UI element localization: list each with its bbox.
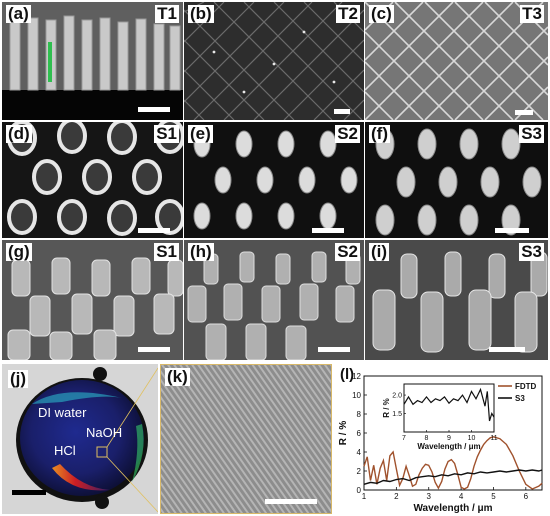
inset-y-axis-label: R / % xyxy=(382,398,391,418)
sem-image-g xyxy=(2,240,183,360)
panel-label: (h) xyxy=(188,242,214,261)
scale-bar xyxy=(334,109,350,114)
inset-x-tick-label: 8 xyxy=(425,435,429,442)
scale-bar xyxy=(138,107,170,112)
sample-tag: S2 xyxy=(335,242,360,261)
legend-label: FDTD xyxy=(515,382,537,391)
x-tick-label: 2 xyxy=(394,492,399,501)
x-tick-label: 5 xyxy=(491,492,496,501)
scale-bar xyxy=(138,228,170,233)
panel-label: (e) xyxy=(188,124,213,143)
sample-tag: T2 xyxy=(336,4,360,23)
sample-tag: T3 xyxy=(520,4,544,23)
scale-bar xyxy=(318,347,350,352)
panel-label: (i) xyxy=(369,242,390,261)
sample-tag: S3 xyxy=(519,242,544,261)
panel-label: (b) xyxy=(188,4,214,23)
sem-image-a xyxy=(2,2,183,120)
y-tick-label: 0 xyxy=(357,486,362,495)
sem-image-d xyxy=(2,122,183,238)
sample-tag: S2 xyxy=(335,124,360,143)
sample-tag: S1 xyxy=(154,242,179,261)
wafer-photo xyxy=(2,364,158,514)
scale-bar xyxy=(12,490,46,495)
panel-b: (b) T2 xyxy=(184,2,364,120)
y-tick-label: 10 xyxy=(352,391,361,400)
hcl-label: HCl xyxy=(54,443,76,458)
y-tick-label: 8 xyxy=(357,410,362,419)
panel-e: (e) S2 xyxy=(184,122,364,238)
sample-tag: S3 xyxy=(519,124,544,143)
panel-label: (d) xyxy=(6,124,32,143)
inset-y-tick-label: 2.0 xyxy=(392,393,402,400)
inset-x-tick-label: 10 xyxy=(468,435,476,442)
inset-x-tick-label: 11 xyxy=(490,435,497,442)
panel-label: (f) xyxy=(369,124,390,143)
x-tick-label: 3 xyxy=(427,492,432,501)
sem-image-i xyxy=(365,240,548,360)
y-axis-label: R / % xyxy=(338,421,349,446)
panel-d: (d) S1 xyxy=(2,122,183,238)
y-tick-label: 2 xyxy=(357,467,362,476)
legend-label: S3 xyxy=(515,394,525,403)
y-tick-label: 12 xyxy=(352,372,361,381)
panel-l: (l) 1 2 3 4 5 6 0 2 4 6 8 10 12 Wavelength / μm R / % F… xyxy=(334,364,548,514)
x-tick-label: 6 xyxy=(524,492,529,501)
naoh-label: NaOH xyxy=(86,425,123,440)
sem-image-e xyxy=(184,122,364,238)
di-water-label: DI water xyxy=(38,405,87,420)
y-tick-label: 4 xyxy=(357,448,362,457)
panel-a: (a) T1 xyxy=(2,2,183,120)
panel-label: (l) xyxy=(338,366,357,384)
scale-bar xyxy=(265,499,317,504)
sample-tag: T1 xyxy=(155,4,179,23)
x-tick-label: 4 xyxy=(459,492,464,501)
scale-bar xyxy=(138,347,170,352)
panel-c: (c) T3 xyxy=(365,2,548,120)
panel-k: (k) xyxy=(160,364,332,514)
sem-image-c xyxy=(365,2,548,120)
y-tick-label: 6 xyxy=(357,429,362,438)
panel-g: (g) S1 xyxy=(2,240,183,360)
inset-series-line xyxy=(403,387,495,422)
panel-label: (k) xyxy=(165,367,190,386)
panel-label: (j) xyxy=(8,369,29,388)
sem-image-h xyxy=(184,240,364,360)
series-line-s3 xyxy=(363,469,543,485)
inset-x-tick-label: 7 xyxy=(402,435,406,442)
panel-label: (g) xyxy=(6,242,32,261)
x-tick-label: 1 xyxy=(362,492,367,501)
scale-bar xyxy=(312,228,344,233)
inset-x-axis-label: Wavelength / μm xyxy=(417,442,480,451)
x-axis-label: Wavelength / μm xyxy=(413,503,492,514)
sample-tag: S1 xyxy=(154,124,179,143)
scale-bar xyxy=(495,228,529,233)
series-line-fdtd xyxy=(363,436,543,490)
sem-image-b xyxy=(184,2,364,120)
sem-image-k xyxy=(161,365,331,513)
inset-x-tick-label: 9 xyxy=(447,435,451,442)
panel-label: (c) xyxy=(369,4,394,23)
panel-j: (j) DI water NaOH HCl xyxy=(2,364,158,514)
scale-bar xyxy=(489,347,525,352)
scale-bar xyxy=(515,110,533,115)
panel-f: (f) S3 xyxy=(365,122,548,238)
panel-label: (a) xyxy=(6,4,31,23)
panel-i: (i) S3 xyxy=(365,240,548,360)
sem-image-f xyxy=(365,122,548,238)
panel-h: (h) S2 xyxy=(184,240,364,360)
inset-y-tick-label: 1.5 xyxy=(392,411,402,418)
